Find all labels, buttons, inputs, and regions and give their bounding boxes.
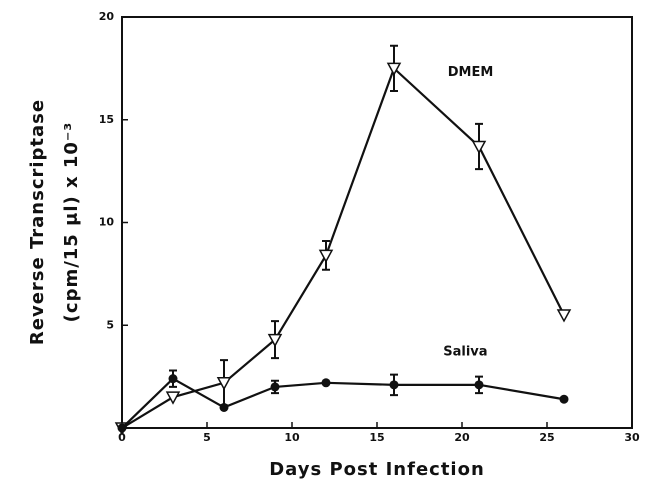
marker xyxy=(270,382,280,392)
series-label: Saliva xyxy=(443,344,487,359)
marker xyxy=(216,377,232,391)
x-tick-label: 20 xyxy=(454,431,470,444)
marker xyxy=(318,249,334,263)
y-tick-label: 5 xyxy=(106,318,114,331)
x-tick-label: 10 xyxy=(284,431,300,444)
marker xyxy=(117,423,127,433)
x-tick-label: 15 xyxy=(369,431,384,444)
marker xyxy=(559,394,569,404)
marker xyxy=(556,309,572,323)
x-tick-label: 25 xyxy=(539,431,554,444)
y-tick-label: 15 xyxy=(99,113,114,126)
plot-frame xyxy=(121,16,633,429)
marker xyxy=(219,402,229,412)
marker xyxy=(168,374,178,384)
series-line xyxy=(121,66,565,429)
marker xyxy=(386,62,402,76)
marker xyxy=(165,391,181,405)
series-label: DMEM xyxy=(448,65,494,80)
marker xyxy=(267,333,283,348)
series-line xyxy=(121,377,565,429)
marker xyxy=(471,140,487,155)
x-tick-label: 30 xyxy=(624,431,640,444)
marker xyxy=(321,378,331,388)
x-axis-label: Days Post Infection xyxy=(269,459,485,480)
marker xyxy=(389,380,399,390)
x-tick-label: 0 xyxy=(118,431,126,444)
marker xyxy=(474,380,484,390)
y-axis-label: Reverse Transcriptase xyxy=(27,99,48,345)
x-tick-label: 5 xyxy=(203,431,211,444)
y-axis-label: (cpm/15 μl) x 10⁻³ xyxy=(61,122,82,323)
y-tick-label: 20 xyxy=(99,10,115,23)
y-tick-label: 10 xyxy=(99,216,115,229)
